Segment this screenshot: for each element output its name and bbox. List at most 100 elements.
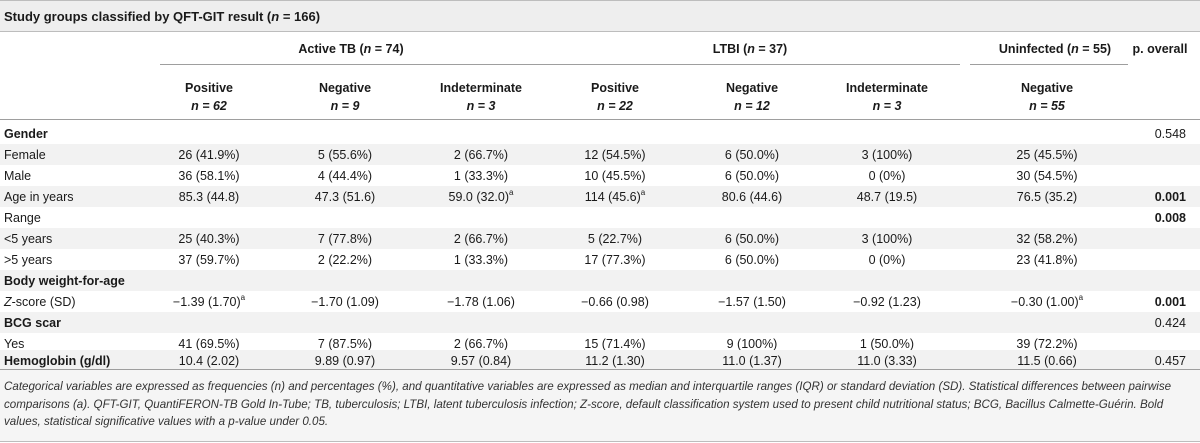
table-row: Z-score (SD) −1.39 (1.70)a −1.70 (1.09) −1.… <box>0 291 1200 312</box>
table-cell: 76.5 (35.2) <box>1016 190 1078 204</box>
table-cell: 9.57 (0.84) <box>450 354 512 368</box>
p-value: 0.548 <box>1154 127 1186 141</box>
table-cell: 7 (77.8%) <box>317 232 373 246</box>
table-row: <5 years 25 (40.3%) 7 (77.8%) 2 (66.7%) 5 (2… <box>0 228 1200 249</box>
table-row: Female 26 (41.9%) 5 (55.6%) 2 (66.7%) 12 (54… <box>0 144 1200 165</box>
table-cell: 30 (54.5%) <box>1016 169 1078 183</box>
row-label: Male <box>4 169 32 183</box>
table-cell: −0.66 (0.98) <box>581 295 649 309</box>
table-cell: 9 (100%) <box>726 337 778 351</box>
table-cell: −0.30 (1.00)a <box>1010 293 1084 309</box>
table-row: Range 0.008 <box>0 207 1200 228</box>
subheader-positive: Positive n = 22 <box>545 79 685 115</box>
superscript-marker: a <box>1078 293 1084 302</box>
table-cell: 2 (66.7%) <box>453 337 509 351</box>
table-cell: 37 (59.7%) <box>178 253 240 267</box>
table-cell: −1.78 (1.06) <box>447 295 515 309</box>
row-label: <5 years <box>4 232 53 246</box>
subheader-count: n = 22 <box>597 99 633 113</box>
row-label: Hemoglobin (g/dl) <box>4 354 111 368</box>
superscript-marker: a <box>509 188 514 197</box>
table-title: Study groups classified by QFT-GIT resul… <box>4 9 321 24</box>
p-value: 0.424 <box>1154 316 1186 330</box>
row-label: BCG scar <box>4 316 61 330</box>
table-cell: 4 (44.4%) <box>317 169 373 183</box>
table-cell: 41 (69.5%) <box>178 337 240 351</box>
row-label: Age in years <box>4 190 74 204</box>
subheader-negative: Negative n = 9 <box>275 79 415 115</box>
table-cell: 6 (50.0%) <box>724 169 780 183</box>
table-cell: 0 (0%) <box>868 253 906 267</box>
row-label: Yes <box>4 337 25 351</box>
table-row: Yes 41 (69.5%) 7 (87.5%) 2 (66.7%) 15 (71.4%… <box>0 333 1200 354</box>
table-cell: 32 (58.2%) <box>1016 232 1078 246</box>
row-label: Female <box>4 148 46 162</box>
p-value: 0.001 <box>1154 190 1186 204</box>
table-cell: −1.39 (1.70)a <box>172 293 246 309</box>
table-cell: 10.4 (2.02) <box>178 354 240 368</box>
table-cell: 5 (55.6%) <box>317 148 373 162</box>
subheader-label: Indeterminate <box>440 81 522 95</box>
table-bottom-rule <box>0 369 1200 370</box>
subheader-count: n = 62 <box>191 99 227 113</box>
table-cell: 39 (72.2%) <box>1016 337 1078 351</box>
table-cell: 3 (100%) <box>861 148 913 162</box>
subheader-count: n = 12 <box>734 99 770 113</box>
subheader-count: n = 9 <box>330 99 360 113</box>
table-cell: 11.0 (1.37) <box>722 354 782 368</box>
group-underline-active-tb <box>160 64 542 65</box>
subheader-label: Positive <box>591 81 639 95</box>
table-cell: 25 (40.3%) <box>178 232 240 246</box>
table-cell: −1.70 (1.09) <box>311 295 379 309</box>
subheader-indeterminate: Indeterminate n = 3 <box>817 79 957 115</box>
table-cell: 2 (66.7%) <box>453 232 509 246</box>
table-cell: 25 (45.5%) <box>1016 148 1078 162</box>
row-label: Body weight-for-age <box>4 274 125 288</box>
table-title-bar: Study groups classified by QFT-GIT resul… <box>0 0 1200 32</box>
table-row: Age in years 85.3 (44.8) 47.3 (51.6) 59.0 (… <box>0 186 1200 207</box>
table-cell: 6 (50.0%) <box>724 148 780 162</box>
table-cell: 85.3 (44.8) <box>178 190 240 204</box>
row-label: Range <box>4 211 41 225</box>
p-value: 0.001 <box>1154 295 1186 309</box>
group-underline-uninfected <box>970 64 1128 65</box>
table-cell: 7 (87.5%) <box>317 337 373 351</box>
table-cell: 11.0 (3.33) <box>857 354 917 368</box>
group-underline-ltbi <box>540 64 960 65</box>
subheader-negative: Negative n = 55 <box>977 79 1117 115</box>
subheader-label: Positive <box>185 81 233 95</box>
table-cell: 6 (50.0%) <box>724 253 780 267</box>
table-row: Body weight-for-age <box>0 270 1200 291</box>
table-cell: 9.89 (0.97) <box>314 354 376 368</box>
group-active-tb: Active TB (n = 74) <box>298 42 404 56</box>
header-divider <box>0 119 1200 120</box>
p-value: 0.457 <box>1154 354 1186 368</box>
table-row: >5 years 37 (59.7%) 2 (22.2%) 1 (33.3%) 17 (… <box>0 249 1200 270</box>
group-uninfected: Uninfected (n = 55) <box>998 42 1112 56</box>
table-row: BCG scar 0.424 <box>0 312 1200 333</box>
table-cell: 3 (100%) <box>861 232 913 246</box>
table-cell: 10 (45.5%) <box>584 169 646 183</box>
table-row: Gender 0.548 <box>0 123 1200 144</box>
footnote-box <box>0 370 1200 442</box>
table-footnote: Categorical variables are expressed as f… <box>4 380 1172 428</box>
table-row: Hemoglobin (g/dl) 10.4 (2.02) 9.89 (0.97) 9… <box>0 350 1200 371</box>
table-cell: −0.92 (1.23) <box>853 295 921 309</box>
table-cell: 1 (33.3%) <box>453 169 509 183</box>
subheader-positive: Positive n = 62 <box>139 79 279 115</box>
table-cell: 47.3 (51.6) <box>314 190 376 204</box>
table-cell: 80.6 (44.6) <box>721 190 783 204</box>
table-cell: 26 (41.9%) <box>178 148 240 162</box>
table-cell: 2 (66.7%) <box>453 148 509 162</box>
table-cell: 6 (50.0%) <box>724 232 780 246</box>
row-label: >5 years <box>4 253 53 267</box>
subheader-negative: Negative n = 12 <box>682 79 822 115</box>
table-cell: 2 (22.2%) <box>317 253 373 267</box>
p-value: 0.008 <box>1154 211 1186 225</box>
subheader-label: Negative <box>1020 81 1074 95</box>
table-cell: 23 (41.8%) <box>1016 253 1078 267</box>
table-row: Male 36 (58.1%) 4 (44.4%) 1 (33.3%) 10 (45.5… <box>0 165 1200 186</box>
subheader-indeterminate: Indeterminate n = 3 <box>411 79 551 115</box>
table-cell: 12 (54.5%) <box>584 148 646 162</box>
